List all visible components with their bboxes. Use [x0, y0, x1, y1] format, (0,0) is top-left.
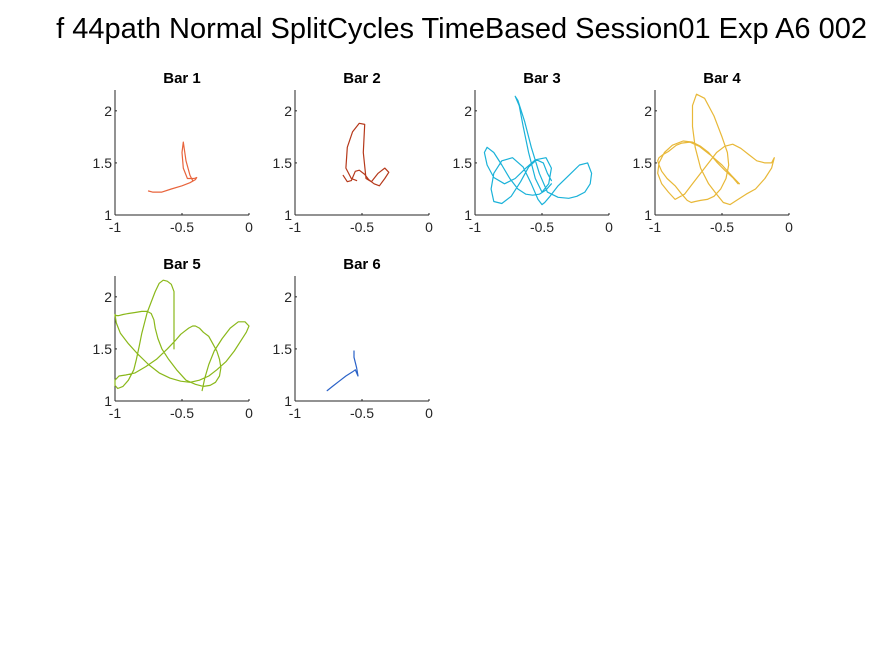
- subplot-title: Bar 3: [523, 70, 561, 87]
- y-tick-label: 1: [284, 207, 292, 223]
- y-tick-label: 2: [644, 103, 652, 119]
- x-tick-label: -0.5: [530, 219, 554, 235]
- subplot-title: Bar 4: [703, 70, 741, 87]
- subplot-6: Bar 6 -1 -0.5 0 1 1.5 2: [273, 256, 434, 421]
- x-tick-label: -0.5: [170, 405, 194, 421]
- y-tick-label: 1.5: [93, 155, 113, 171]
- y-tick-label: 2: [284, 103, 292, 119]
- x-tick-label: -0.5: [350, 219, 374, 235]
- y-tick-label: 2: [464, 103, 472, 119]
- y-tick-label: 1.5: [453, 155, 473, 171]
- x-tick-label: 0: [425, 219, 433, 235]
- x-tick-label: -1: [109, 405, 122, 421]
- subplot-5: Bar 5 -1 -0.5 0 1 1.5 2: [93, 256, 254, 421]
- series-line: [342, 122, 390, 187]
- subplot-title: Bar 5: [163, 256, 201, 273]
- series-line: [114, 279, 250, 392]
- series-line: [657, 93, 775, 206]
- subplot-3: Bar 3 -1 -0.5 0 1 1.5 2: [453, 70, 614, 235]
- series-line: [326, 350, 359, 392]
- subplot-4: Bar 4 -1 -0.5 0 1 1.5 2: [633, 70, 794, 235]
- x-tick-label: -1: [289, 405, 302, 421]
- x-tick-label: -1: [289, 219, 302, 235]
- subplot-title: Bar 2: [343, 70, 381, 87]
- x-tick-label: -0.5: [350, 405, 374, 421]
- subplot-title: Bar 1: [163, 70, 201, 87]
- y-tick-label: 1.5: [273, 341, 293, 357]
- y-tick-label: 1: [284, 393, 292, 409]
- y-tick-label: 2: [104, 103, 112, 119]
- x-tick-label: 0: [245, 405, 253, 421]
- x-tick-label: -1: [469, 219, 482, 235]
- x-tick-label: -1: [649, 219, 662, 235]
- y-tick-label: 1: [104, 393, 112, 409]
- y-tick-label: 1: [464, 207, 472, 223]
- subplot-2: Bar 2 -1 -0.5 0 1 1.5 2: [273, 70, 434, 235]
- x-tick-label: -0.5: [170, 219, 194, 235]
- y-tick-label: 1.5: [273, 155, 293, 171]
- subplot-1: Bar 1 -1 -0.5 0 1 1.5 2: [93, 70, 254, 235]
- x-tick-label: 0: [785, 219, 793, 235]
- y-tick-label: 2: [284, 289, 292, 305]
- series-line: [147, 141, 198, 193]
- y-tick-label: 2: [104, 289, 112, 305]
- y-tick-label: 1: [644, 207, 652, 223]
- y-tick-label: 1: [104, 207, 112, 223]
- y-tick-label: 1.5: [93, 341, 113, 357]
- x-tick-label: 0: [605, 219, 613, 235]
- x-tick-label: -0.5: [710, 219, 734, 235]
- series-line: [483, 95, 593, 206]
- x-tick-label: -1: [109, 219, 122, 235]
- x-tick-label: 0: [245, 219, 253, 235]
- figure-title: f 44path Normal SplitCycles TimeBased Se…: [56, 13, 867, 45]
- x-tick-label: 0: [425, 405, 433, 421]
- subplot-title: Bar 6: [343, 256, 381, 273]
- y-tick-label: 1.5: [633, 155, 653, 171]
